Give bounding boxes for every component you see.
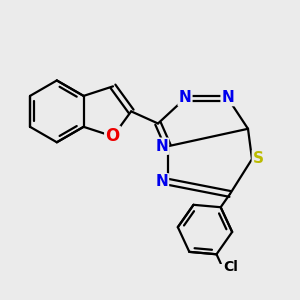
Text: S: S (253, 151, 264, 166)
Text: N: N (155, 139, 168, 154)
Text: Cl: Cl (223, 260, 238, 274)
Text: N: N (222, 90, 234, 105)
Text: N: N (178, 90, 191, 105)
Text: O: O (105, 127, 120, 145)
Text: N: N (155, 174, 168, 189)
